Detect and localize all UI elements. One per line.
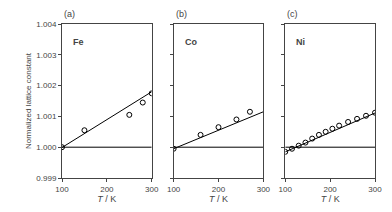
svg-text:200: 200: [100, 185, 114, 194]
svg-text:Fe: Fe: [73, 37, 84, 47]
svg-text:(c): (c): [287, 9, 298, 19]
svg-text:(a): (a): [64, 9, 75, 19]
svg-text:0.999: 0.999: [36, 174, 57, 183]
svg-text:300: 300: [257, 185, 271, 194]
svg-text:100: 100: [167, 185, 181, 194]
svg-text:200: 200: [323, 185, 337, 194]
svg-text:300: 300: [368, 185, 382, 194]
svg-text:Normalized lattice constant: Normalized lattice constant: [24, 52, 33, 149]
svg-text:1.004: 1.004: [36, 20, 57, 29]
svg-text:1.001: 1.001: [36, 112, 57, 121]
svg-text:300: 300: [145, 185, 159, 194]
svg-text:Ni: Ni: [296, 37, 305, 47]
svg-text:(b): (b): [176, 9, 187, 19]
svg-text:100: 100: [55, 185, 69, 194]
svg-text:1.003: 1.003: [36, 51, 57, 60]
svg-text:200: 200: [212, 185, 226, 194]
svg-text:Co: Co: [185, 37, 197, 47]
svg-text:T / K: T / K: [321, 194, 340, 204]
svg-text:1.000: 1.000: [36, 143, 57, 152]
svg-text:T / K: T / K: [97, 194, 116, 204]
svg-text:1.002: 1.002: [36, 81, 57, 90]
svg-text:T / K: T / K: [209, 194, 228, 204]
svg-text:100: 100: [279, 185, 293, 194]
